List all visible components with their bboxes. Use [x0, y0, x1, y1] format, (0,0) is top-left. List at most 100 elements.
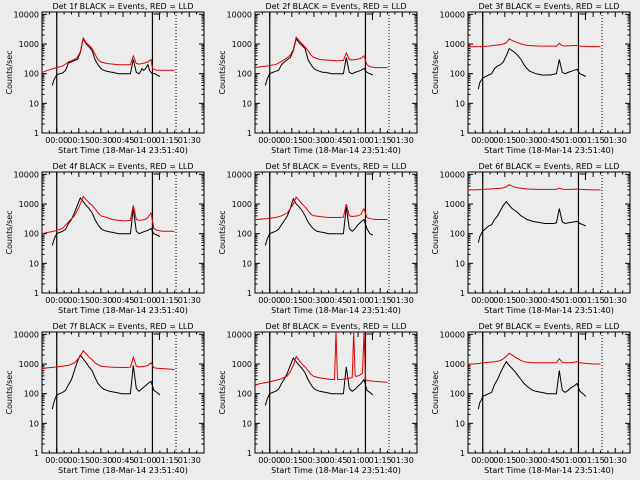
x-tick-label: 01:15 — [369, 296, 392, 305]
interval-bracket — [366, 13, 373, 20]
series-lld-line — [42, 36, 175, 73]
chart-title: Det 3f BLACK = Events, RED = LLD — [478, 2, 619, 11]
interval-bracket — [366, 173, 373, 180]
x-tick-label: 00:00 — [258, 456, 281, 465]
chart-title: Det 6f BLACK = Events, RED = LLD — [478, 162, 619, 171]
x-tick-label: 01:15 — [156, 136, 179, 145]
y-tick-label: 100 — [450, 390, 465, 399]
x-tick-label: 01:00 — [134, 456, 157, 465]
y-tick-label: 100 — [237, 390, 252, 399]
y-tick-label: 10000 — [227, 170, 252, 179]
y-tick-label: 1000 — [232, 360, 252, 369]
series-lld-line — [468, 352, 601, 365]
x-tick-label: 00:15 — [493, 296, 516, 305]
x-tick-label: 00:30 — [515, 296, 538, 305]
x-tick-label: 01:15 — [582, 296, 605, 305]
x-axis-label: Start Time (18-Mar-14 23:51:40) — [271, 146, 401, 155]
x-tick-label: 01:00 — [560, 296, 583, 305]
x-tick-label: 00:45 — [324, 456, 347, 465]
series-events-line — [51, 354, 161, 410]
series-events-line — [477, 47, 587, 90]
x-tick-label: 00:45 — [537, 136, 560, 145]
y-tick-label: 1 — [247, 289, 252, 298]
interval-bracket — [366, 333, 373, 340]
x-tick-label: 01:15 — [156, 296, 179, 305]
plot-frame — [467, 331, 631, 454]
x-axis-label: Start Time (18-Mar-14 23:51:40) — [271, 466, 401, 475]
x-axis-label: Start Time (18-Mar-14 23:51:40) — [58, 146, 188, 155]
x-tick-label: 00:30 — [89, 296, 112, 305]
y-tick-label: 10000 — [440, 330, 465, 339]
x-tick-label: 01:00 — [347, 456, 370, 465]
x-tick-label: 01:15 — [369, 456, 392, 465]
series-lld-line — [468, 38, 601, 48]
series-events-line — [477, 360, 587, 410]
x-tick-label: 00:15 — [280, 456, 303, 465]
interval-bracket — [153, 13, 160, 20]
x-tick-label: 01:30 — [604, 456, 627, 465]
x-tick-label: 00:15 — [280, 136, 303, 145]
x-tick-label: 01:30 — [178, 456, 201, 465]
interval-bracket — [579, 173, 586, 180]
x-tick-label: 01:30 — [391, 136, 414, 145]
chart-panel-2: Det 2f BLACK = Events, RED = LLD Counts/s… — [218, 2, 418, 155]
y-tick-label: 10000 — [440, 10, 465, 19]
x-tick-label: 00:30 — [302, 296, 325, 305]
chart-panel-3: Det 3f BLACK = Events, RED = LLD Counts/s… — [431, 2, 631, 155]
x-tick-label: 01:30 — [178, 296, 201, 305]
y-tick-label: 1000 — [445, 200, 465, 209]
series-lld-line — [42, 349, 175, 371]
x-tick-label: 00:45 — [111, 456, 134, 465]
plot-frame — [41, 331, 205, 454]
y-tick-label: 1000 — [232, 40, 252, 49]
x-tick-label: 00:00 — [45, 296, 68, 305]
plot-frame — [254, 331, 418, 454]
series-events-line — [51, 197, 161, 246]
chart-panel-1: Det 1f BLACK = Events, RED = LLD Counts/s… — [5, 2, 205, 155]
chart-panel-9: Det 9f BLACK = Events, RED = LLD Counts/s… — [431, 322, 631, 475]
x-tick-label: 00:00 — [471, 456, 494, 465]
x-tick-label: 00:00 — [45, 456, 68, 465]
series-lld-line — [255, 332, 388, 386]
x-tick-label: 01:30 — [178, 136, 201, 145]
y-tick-label: 1 — [460, 449, 465, 458]
x-axis-label: Start Time (18-Mar-14 23:51:40) — [484, 466, 614, 475]
plot-frame — [41, 11, 205, 134]
series-events-line — [264, 37, 374, 86]
y-tick-label: 1 — [460, 129, 465, 138]
y-axis-label: Counts/sec — [5, 210, 14, 254]
x-tick-label: 01:15 — [369, 136, 392, 145]
x-tick-label: 00:45 — [111, 296, 134, 305]
y-tick-label: 10000 — [14, 10, 39, 19]
x-tick-label: 00:45 — [537, 456, 560, 465]
y-tick-label: 10 — [242, 419, 252, 428]
y-axis-label: Counts/sec — [218, 210, 227, 254]
y-tick-label: 10000 — [14, 330, 39, 339]
y-tick-label: 1 — [34, 289, 39, 298]
x-tick-label: 00:15 — [493, 456, 516, 465]
x-tick-label: 00:00 — [471, 296, 494, 305]
chart-title: Det 7f BLACK = Events, RED = LLD — [52, 322, 193, 331]
x-tick-label: 00:45 — [537, 296, 560, 305]
x-tick-label: 01:00 — [347, 296, 370, 305]
x-tick-label: 00:45 — [324, 296, 347, 305]
x-tick-label: 00:00 — [258, 136, 281, 145]
y-tick-label: 1000 — [445, 360, 465, 369]
x-tick-label: 00:00 — [471, 136, 494, 145]
x-tick-label: 01:00 — [560, 136, 583, 145]
x-axis-label: Start Time (18-Mar-14 23:51:40) — [58, 466, 188, 475]
x-axis-label: Start Time (18-Mar-14 23:51:40) — [58, 306, 188, 315]
x-tick-label: 01:15 — [156, 456, 179, 465]
y-tick-label: 1 — [247, 449, 252, 458]
y-tick-label: 100 — [237, 230, 252, 239]
chart-title: Det 5f BLACK = Events, RED = LLD — [265, 162, 406, 171]
x-tick-label: 00:15 — [67, 296, 90, 305]
x-tick-label: 00:45 — [324, 136, 347, 145]
x-tick-label: 01:00 — [560, 456, 583, 465]
y-tick-label: 10 — [29, 259, 39, 268]
x-tick-label: 00:15 — [493, 136, 516, 145]
chart-panel-4: Det 4f BLACK = Events, RED = LLD Counts/s… — [5, 162, 205, 315]
interval-bracket — [579, 13, 586, 20]
y-axis-label: Counts/sec — [431, 370, 440, 414]
